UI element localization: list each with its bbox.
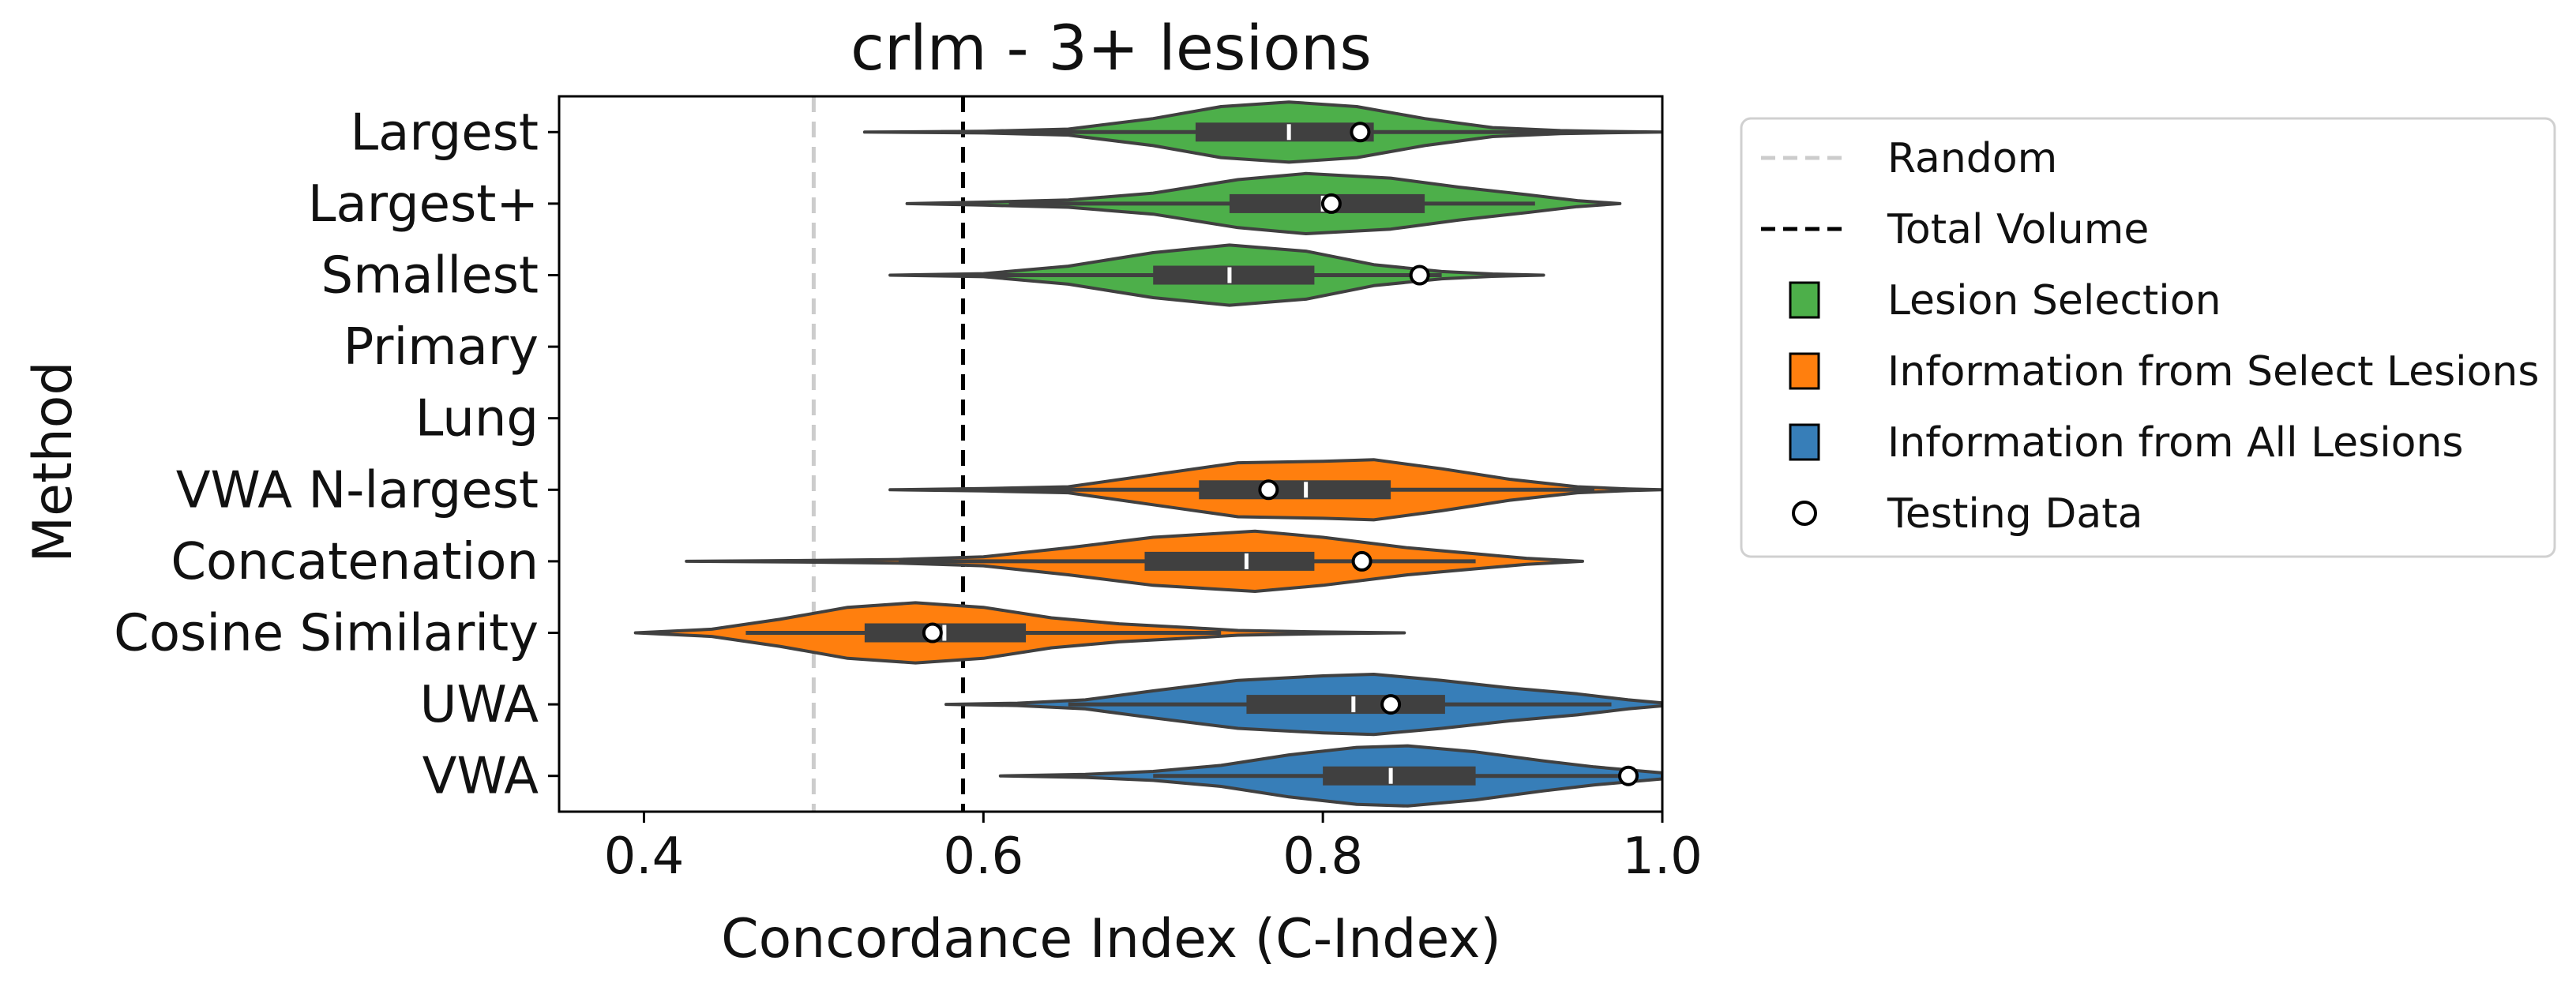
y-tick-label: Smallest (321, 247, 539, 306)
legend-label-information-from-select-lesions: Information from Select Lesions (1887, 348, 2539, 396)
legend-patch-information-from-select-lesions (1789, 352, 1820, 390)
legend-marker-testing-data (1792, 501, 1817, 526)
y-tick-label: VWA (422, 748, 539, 806)
x-tick-label: 0.6 (943, 827, 1023, 886)
legend-label-testing-data: Testing Data (1887, 490, 2143, 538)
iqr-box-uwa (1246, 695, 1445, 715)
x-tick-label: 1.0 (1622, 827, 1703, 886)
y-tick-label: Lung (415, 390, 539, 448)
y-tick-label: UWA (420, 676, 539, 734)
y-tick-label: Largest (351, 103, 539, 162)
y-tick-label: Cosine Similarity (114, 605, 539, 663)
iqr-box-vwa-n-largest (1199, 480, 1391, 500)
x-tick-label: 0.8 (1282, 827, 1363, 886)
legend: Random Total Volume Lesion Selection Inform… (1740, 117, 2556, 558)
testing-marker-largest- (1320, 193, 1342, 214)
testing-marker-cosine-similarity (922, 622, 943, 643)
y-tick-label: Largest+ (308, 175, 539, 234)
legend-label-total-volume: Total Volume (1887, 206, 2149, 253)
violins (633, 100, 1662, 808)
testing-marker-largest (1350, 122, 1371, 143)
legend-label-information-from-all-lesions: Information from All Lesions (1887, 419, 2464, 467)
testing-marker-vwa (1618, 765, 1639, 786)
testing-marker-smallest (1409, 265, 1430, 286)
legend-patch-lesion-selection (1789, 281, 1820, 319)
y-axis-label: Method (22, 361, 84, 562)
testing-marker-vwa-n-largest (1258, 479, 1279, 501)
testing-marker-uwa (1380, 694, 1402, 715)
testing-markers (922, 122, 1639, 786)
x-axis-label: Concordance Index (C-Index) (721, 908, 1501, 970)
y-tick-label: Primary (344, 318, 539, 377)
x-tick-label: 0.4 (604, 827, 685, 886)
legend-label-random: Random (1887, 135, 2057, 182)
y-tick-label: Concatenation (171, 533, 539, 591)
iqr-box-smallest (1153, 265, 1315, 285)
iqr-box-largest (1195, 122, 1374, 142)
legend-box (1740, 117, 2556, 558)
reference-lines (811, 96, 966, 812)
plot-frame (558, 95, 1664, 813)
axes: 0.4 0.6 0.8 1.0 Largest Largest+ Smallest Prima… (114, 95, 1703, 886)
testing-marker-concatenation (1351, 550, 1372, 572)
iqr-box-concatenation (1144, 551, 1315, 571)
iqr-box-vwa (1323, 766, 1476, 786)
legend-label-lesion-selection: Lesion Selection (1887, 277, 2221, 325)
y-tick-label: VWA N-largest (176, 461, 539, 520)
chart-title: crlm - 3+ lesions (851, 13, 1372, 84)
legend-patch-information-from-all-lesions (1789, 423, 1820, 461)
